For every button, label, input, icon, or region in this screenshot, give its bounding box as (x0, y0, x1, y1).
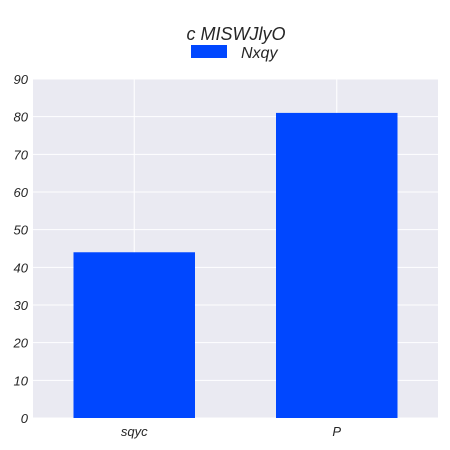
bars (73, 112, 398, 419)
y-tick-label: 30 (14, 298, 29, 313)
y-axis-ticks: 0 10 20 30 40 50 60 70 80 90 (13, 72, 29, 426)
bar (73, 252, 195, 418)
y-tick-label: 50 (14, 223, 29, 238)
legend-label: Nxqy (241, 45, 278, 62)
y-tick-label: 40 (14, 260, 29, 275)
y-tick-label: 90 (14, 72, 29, 87)
y-tick-label: 60 (14, 185, 29, 200)
y-tick-label: 70 (14, 147, 29, 162)
legend: Nxqy (191, 45, 278, 62)
y-tick-label: 0 (21, 411, 29, 426)
y-tick-label: 20 (13, 336, 29, 351)
x-axis-ticks: sqyc P (121, 424, 342, 439)
y-tick-label: 80 (14, 110, 29, 125)
x-tick-label: P (332, 424, 341, 439)
x-tick-label: sqyc (121, 424, 148, 439)
y-tick-label: 10 (14, 373, 29, 388)
legend-swatch (191, 45, 227, 58)
chart-title: c MISWJlyO (187, 24, 286, 44)
bar (276, 112, 398, 419)
